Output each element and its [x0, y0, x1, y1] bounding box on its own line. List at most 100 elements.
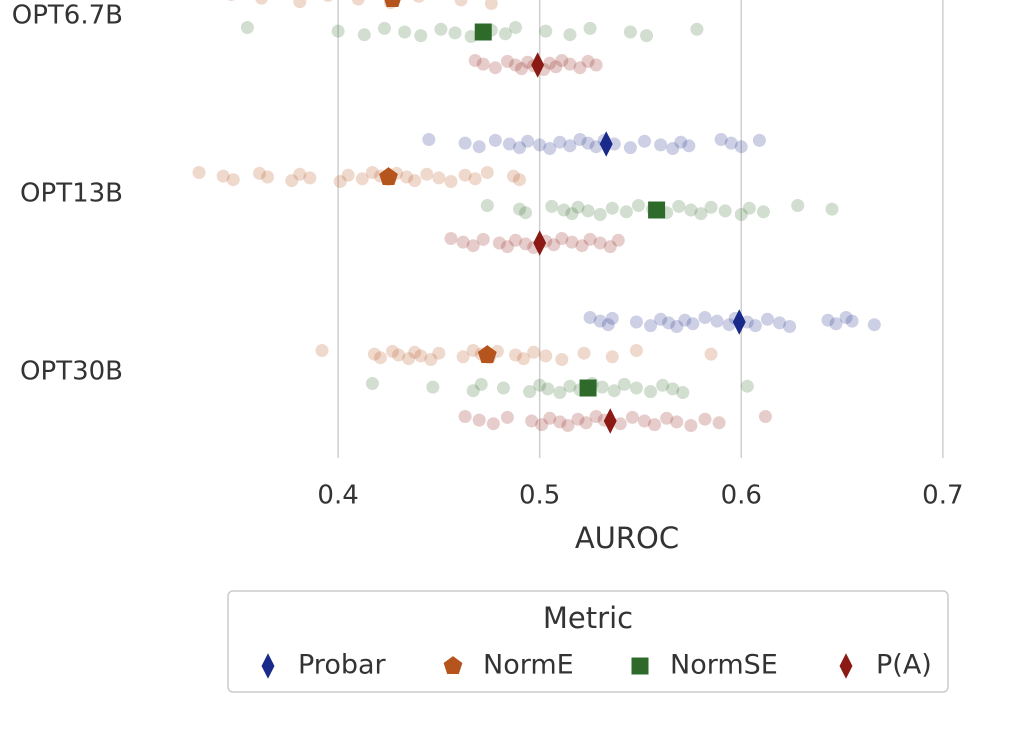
data-point [293, 0, 307, 9]
data-point [640, 29, 654, 43]
data-point [623, 25, 637, 39]
data-point [734, 208, 748, 221]
data-point [593, 208, 607, 221]
data-point [617, 377, 631, 391]
data-point [458, 168, 472, 182]
data-point [315, 344, 329, 357]
data-point [480, 199, 494, 212]
data-point [420, 167, 434, 181]
data-point [333, 175, 347, 188]
data-point [365, 166, 379, 179]
data-point [607, 384, 621, 398]
legend: Probar NormE NormSE P(A) [261, 650, 932, 681]
data-point [742, 201, 756, 215]
x-tick-label: 0.5 [519, 481, 560, 511]
data-point [535, 418, 549, 432]
data-point [472, 413, 486, 427]
data-point [670, 320, 684, 333]
data-point [845, 314, 859, 328]
data-point [563, 57, 577, 71]
y-tick-label: OPT6.7B [12, 1, 123, 31]
legend-label: Probar [298, 650, 387, 681]
data-point [543, 411, 557, 425]
data-point [545, 199, 559, 213]
data-point [476, 232, 490, 246]
data-point [581, 136, 595, 150]
data-point [676, 386, 690, 399]
data-point [605, 201, 619, 215]
data-point [722, 318, 736, 332]
mean-marker [531, 52, 545, 78]
data-point [589, 410, 603, 423]
data-point [498, 27, 512, 41]
data-point [488, 61, 502, 75]
data-point [638, 414, 652, 428]
data-point [508, 21, 522, 34]
data-point [577, 346, 591, 360]
legend-label: NormSE [670, 650, 778, 681]
legend-marker [443, 656, 463, 674]
data-point [563, 379, 577, 393]
data-point [444, 175, 458, 188]
data-point [605, 350, 619, 364]
data-point [579, 416, 593, 430]
data-point [553, 415, 567, 429]
data-point [619, 205, 633, 219]
data-point [734, 140, 748, 154]
data-point [240, 21, 254, 34]
x-tick-label: 0.7 [922, 481, 963, 511]
data-point [424, 353, 438, 366]
data-point [698, 412, 712, 426]
data-point [508, 348, 522, 362]
data-point [670, 415, 684, 429]
data-point [573, 133, 587, 146]
data-point [466, 239, 480, 253]
data-point [192, 166, 206, 179]
data-point [593, 314, 607, 328]
data-point [690, 22, 704, 36]
x-tick-label: 0.4 [317, 481, 358, 511]
legend-marker [631, 657, 649, 675]
data-point [553, 135, 567, 149]
labels: 0.4 0.5 0.6 0.7 OPT6.7B OPT13B OPT30B [12, 1, 964, 511]
data-point [408, 174, 422, 188]
data-point [867, 318, 881, 332]
data-point [480, 166, 494, 179]
data-point [466, 344, 480, 357]
data-point [553, 386, 567, 399]
data-point [565, 235, 579, 249]
data-point [603, 240, 617, 254]
data-point [303, 171, 317, 185]
points [192, 0, 881, 432]
data-point [593, 236, 607, 250]
data-point [547, 238, 561, 252]
data-point [458, 410, 472, 423]
data-point [555, 54, 569, 67]
data-point [543, 142, 557, 155]
data-point [601, 318, 615, 332]
data-point [571, 200, 585, 214]
data-point [756, 205, 770, 219]
data-point [377, 21, 391, 35]
legend-box [227, 590, 949, 693]
data-point [355, 172, 369, 186]
data-point [525, 414, 539, 428]
grid [337, 0, 944, 458]
data-point [464, 30, 478, 43]
data-point [752, 133, 766, 147]
data-point [539, 24, 553, 38]
data-point [496, 381, 510, 395]
data-point [543, 56, 557, 70]
y-tick-label: OPT30B [20, 357, 123, 387]
data-point [644, 385, 658, 399]
data-point [718, 204, 732, 218]
legend-label: P(A) [876, 650, 932, 681]
data-point [386, 344, 400, 358]
data-point [674, 135, 688, 149]
data-point [502, 137, 516, 151]
data-point [654, 312, 668, 326]
data-point [466, 384, 480, 398]
data-point [694, 207, 708, 221]
